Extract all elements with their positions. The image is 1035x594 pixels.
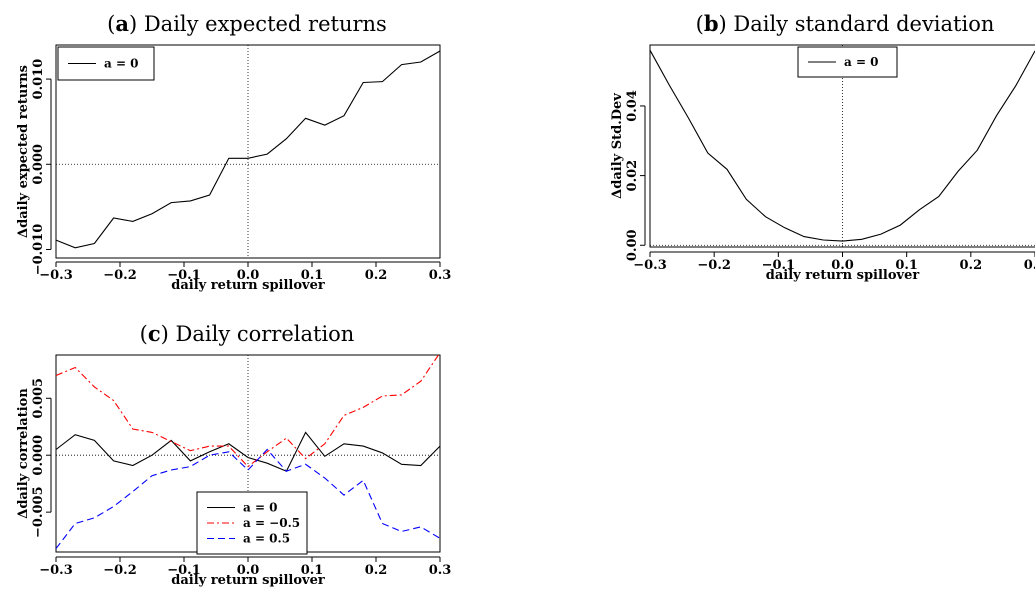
legend-label: a = 0.5: [243, 532, 290, 546]
legend: a = 0: [797, 46, 898, 78]
y-tick-label: 0.010: [31, 59, 46, 100]
legend-label: a = 0: [243, 501, 278, 515]
x-axis-label: daily return spillover: [171, 278, 325, 293]
x-tick-label: 0.1: [301, 563, 324, 578]
panel-title: (b) Daily standard deviation: [696, 11, 995, 36]
y-axis-label: Δdaily Std.Dev: [610, 93, 625, 199]
panel-title: (a) Daily expected returns: [107, 11, 387, 36]
y-axis-label: Δdaily correlation: [16, 388, 31, 519]
series-line-0: [55, 431, 441, 472]
x-tick-label: 0.3: [1024, 258, 1035, 273]
x-tick-label: −0.3: [633, 258, 667, 273]
series-line-0: [55, 50, 441, 249]
legend-box: [196, 491, 308, 555]
x-tick-label: 0.1: [895, 258, 918, 273]
x-tick-label: −0.2: [697, 258, 731, 273]
series-line-1: [55, 352, 441, 468]
y-tick-label: 0.000: [31, 435, 46, 476]
x-tick-label: −0.1: [167, 563, 201, 578]
x-tick-label: 0.2: [960, 258, 983, 273]
y-tick-label: 0.02: [625, 160, 640, 192]
x-tick-label: −0.3: [39, 563, 73, 578]
panel-title: (c) Daily correlation: [140, 321, 355, 346]
y-tick-label: 0.000: [31, 144, 46, 185]
series-line-0: [649, 49, 1035, 242]
x-tick-label: −0.2: [103, 268, 137, 283]
panel-c: (c) Daily correlation −0.3 −0.2 −0.1 0.0 0.1 0…: [16, 321, 451, 588]
y-tick-label: −0.005: [31, 486, 46, 538]
x-tick-label: −0.1: [167, 268, 201, 283]
x-tick-label: 0.3: [429, 268, 452, 283]
x-tick-label: −0.1: [762, 258, 796, 273]
x-axis-label: daily return spillover: [171, 573, 325, 588]
y-axis-label: Δdaily expected returns: [16, 65, 31, 238]
x-tick-label: 0.0: [237, 268, 260, 283]
x-tick-label: 0.0: [237, 563, 260, 578]
x-tick-label: 0.0: [831, 258, 854, 273]
legend-label: a = 0: [844, 55, 879, 69]
legend: a = 0a = −0.5 a = 0.5: [196, 491, 308, 555]
x-tick-label: 0.2: [365, 268, 388, 283]
y-tick-label: −0.010: [31, 224, 46, 276]
x-tick-label: 0.3: [429, 563, 452, 578]
legend: a = 0: [57, 46, 155, 81]
x-axis-label: daily return spillover: [766, 268, 920, 283]
x-tick-label: −0.3: [39, 268, 73, 283]
y-tick-label: 0.04: [625, 90, 640, 122]
panel-a: (a) Daily expected returns −0.3 −0.2 −0.1 0.…: [16, 11, 451, 293]
x-tick-label: 0.1: [301, 268, 324, 283]
x-tick-label: 0.2: [365, 563, 388, 578]
y-tick-label: 0.005: [31, 378, 46, 419]
x-tick-label: −0.2: [103, 563, 137, 578]
legend-label: a = 0: [104, 57, 139, 71]
panel-b: (b) Daily standard deviation −0.3 −0.2 −0.1…: [610, 11, 1035, 283]
series-line-2: [55, 448, 441, 549]
y-tick-label: 0.00: [625, 229, 640, 261]
legend-label: a = −0.5: [243, 516, 300, 530]
